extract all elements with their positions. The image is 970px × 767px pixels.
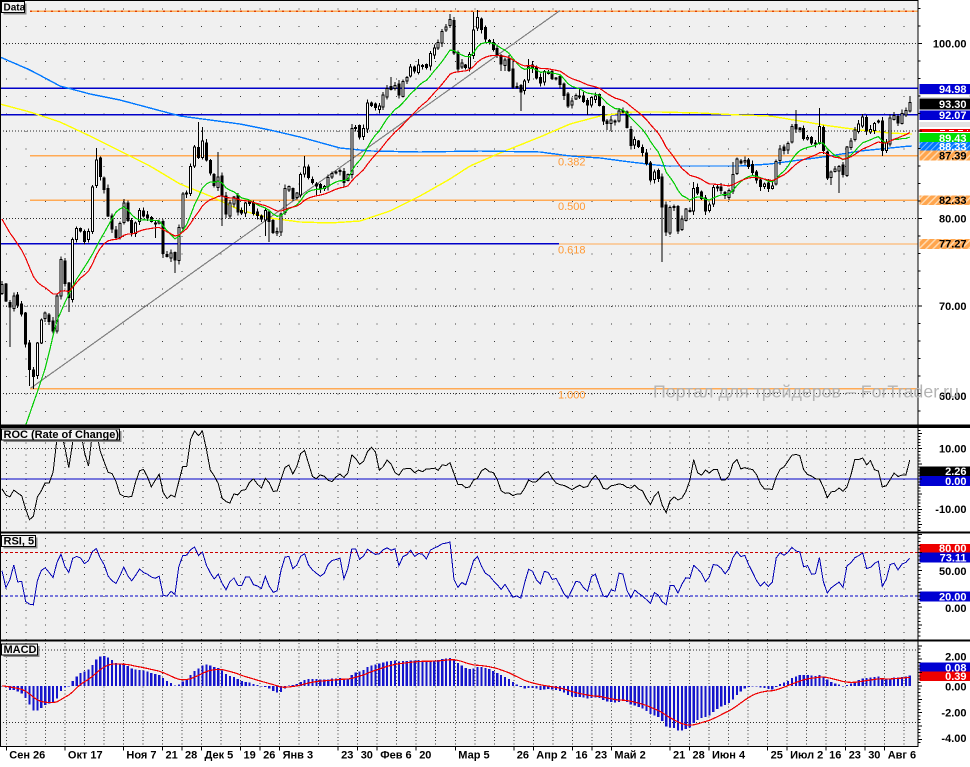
svg-text:-10.00: -10.00 [935,504,966,516]
svg-text:0.00: 0.00 [945,603,966,615]
svg-text:16: 16 [575,750,587,762]
svg-text:20: 20 [419,750,431,762]
svg-text:28: 28 [693,750,705,762]
svg-text:94.98: 94.98 [939,84,967,96]
svg-text:MACD: MACD [4,644,37,656]
svg-text:70.00: 70.00 [939,301,967,313]
svg-text:73.11: 73.11 [940,552,967,564]
svg-text:82.33: 82.33 [939,195,967,207]
svg-text:100.00: 100.00 [933,38,967,50]
svg-text:ROC (Rate of Change): ROC (Rate of Change) [4,429,120,441]
svg-text:Мар 5: Мар 5 [458,750,489,762]
svg-text:77.27: 77.27 [939,239,967,251]
svg-text:0.618: 0.618 [558,245,586,257]
svg-text:23: 23 [341,750,353,762]
svg-text:Июн 4: Июн 4 [712,750,746,762]
svg-text:1.000: 1.000 [558,389,586,401]
svg-text:20.00: 20.00 [939,591,967,603]
svg-text:23: 23 [849,750,861,762]
svg-text:28: 28 [185,750,197,762]
svg-text:Data: Data [4,3,26,14]
svg-text:26: 26 [517,750,529,762]
svg-text:0.500: 0.500 [558,201,586,213]
svg-text:Окт 17: Окт 17 [68,750,103,762]
svg-text:Янв 3: Янв 3 [283,750,314,762]
svg-text:92.07: 92.07 [939,110,967,122]
svg-text:RSI, 5: RSI, 5 [4,535,35,547]
svg-text:-2.00: -2.00 [941,707,966,719]
svg-text:16: 16 [829,750,841,762]
svg-text:25: 25 [771,750,783,762]
svg-text:Июл 2: Июл 2 [790,750,823,762]
svg-text:30: 30 [868,750,880,762]
svg-text:Апр 2: Апр 2 [536,750,566,762]
svg-text:-4.00: -4.00 [941,733,966,745]
svg-text:26: 26 [263,750,275,762]
svg-text:23: 23 [595,750,607,762]
svg-text:80.00: 80.00 [939,213,967,225]
svg-text:Дек 5: Дек 5 [205,750,234,762]
svg-text:0.382: 0.382 [558,157,586,169]
svg-text:19: 19 [244,750,256,762]
svg-text:87.39: 87.39 [939,150,967,162]
svg-text:21: 21 [673,750,685,762]
svg-text:50.00: 50.00 [939,566,967,578]
svg-text:Ноя 7: Ноя 7 [126,750,156,762]
svg-text:Портал для трейдеров – ForTrad: Портал для трейдеров – ForTrader.ru [653,382,959,402]
svg-text:0.00: 0.00 [945,681,966,693]
svg-text:21: 21 [166,750,178,762]
svg-text:Авг 6: Авг 6 [888,750,916,762]
svg-text:Май 2: Май 2 [614,750,645,762]
svg-text:Сен 26: Сен 26 [9,750,45,762]
svg-text:Фев 6: Фев 6 [380,750,411,762]
svg-text:93.30: 93.30 [939,99,967,111]
svg-text:30: 30 [361,750,373,762]
svg-text:0.00: 0.00 [945,476,966,488]
svg-text:10.00: 10.00 [939,444,967,456]
